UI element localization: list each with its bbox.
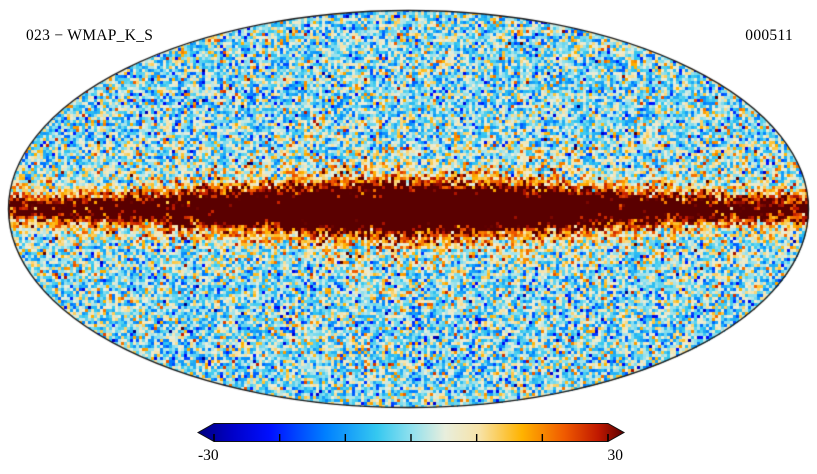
colorbar-min-label: -30 — [198, 447, 219, 464]
colorbar-max-label: 30 — [607, 447, 624, 464]
colorbar: -30 30 — [196, 421, 626, 471]
colorbar-gradient — [196, 423, 626, 442]
mollweide-sky-canvas — [7, 9, 810, 409]
colorbar-ticks — [213, 434, 609, 442]
all-sky-map — [7, 9, 810, 409]
